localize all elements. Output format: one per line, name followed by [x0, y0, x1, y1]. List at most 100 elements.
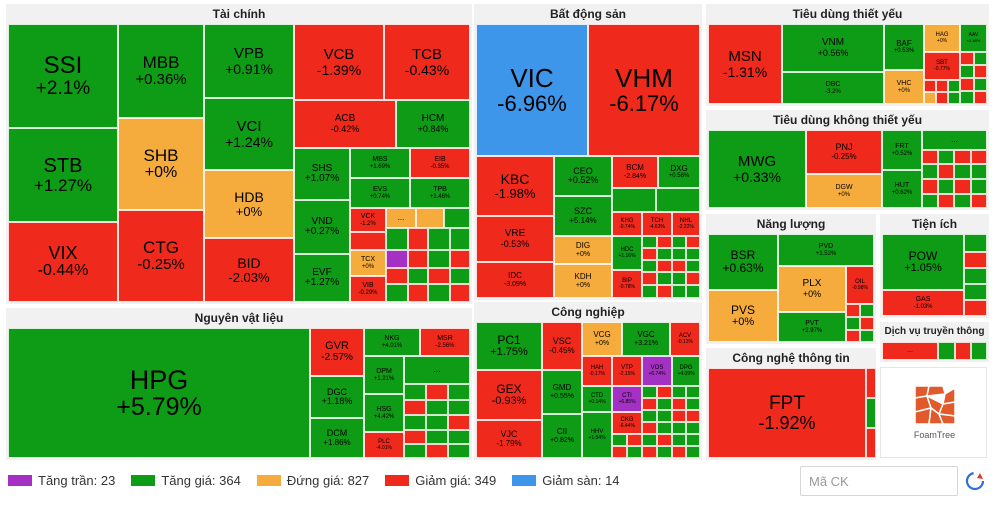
small-tile[interactable]	[408, 284, 428, 302]
small-tile[interactable]	[450, 250, 470, 268]
stock-tile[interactable]: BSR +0.63%	[708, 234, 778, 290]
stock-tile[interactable]: KDH +0%	[554, 264, 612, 298]
small-tile[interactable]	[612, 188, 656, 212]
small-tile[interactable]	[428, 268, 450, 284]
stock-tile[interactable]: KHG -0.74%	[612, 212, 642, 236]
small-tile[interactable]	[846, 317, 860, 330]
small-tile[interactable]	[672, 236, 686, 248]
small-tile[interactable]	[672, 434, 686, 446]
stock-tile[interactable]: VCB -1.39%	[294, 24, 384, 100]
small-tile[interactable]	[642, 236, 657, 248]
small-tile[interactable]	[860, 317, 874, 330]
stock-tile[interactable]: EIB -0.35%	[410, 148, 470, 178]
small-tile[interactable]	[938, 194, 954, 208]
small-tile[interactable]	[657, 285, 672, 298]
stock-tile[interactable]: EVS +0.74%	[350, 178, 410, 208]
stock-tile[interactable]: NKG +4.01%	[364, 328, 420, 356]
small-tile[interactable]	[657, 260, 672, 272]
stock-tile[interactable]: TCH -4.63%	[642, 212, 672, 236]
small-tile[interactable]	[922, 179, 938, 194]
stock-tile[interactable]: CKG -6.44%	[612, 412, 642, 434]
small-tile[interactable]	[686, 236, 700, 248]
small-tile[interactable]	[954, 164, 971, 179]
stock-tile[interactable]: DGW +0%	[806, 174, 882, 208]
small-tile[interactable]	[404, 384, 426, 400]
small-tile[interactable]	[860, 304, 874, 317]
small-tile[interactable]	[866, 398, 876, 428]
small-tile[interactable]	[657, 248, 672, 260]
small-tile[interactable]	[974, 78, 987, 91]
small-tile[interactable]	[686, 398, 700, 410]
stock-tile[interactable]: HDC +1.16%	[612, 236, 642, 270]
small-tile[interactable]	[974, 65, 987, 78]
stock-tile[interactable]: VSC -0.45%	[542, 322, 582, 370]
small-tile[interactable]	[938, 179, 954, 194]
stock-tile[interactable]: DPG +4.09%	[672, 356, 700, 386]
stock-tile[interactable]: NHL -2.22%	[672, 212, 700, 236]
stock-tile[interactable]: GEX -0.93%	[476, 370, 542, 420]
small-tile[interactable]	[657, 446, 672, 458]
small-tile[interactable]	[416, 208, 444, 228]
small-tile[interactable]	[960, 65, 974, 78]
small-tile[interactable]	[428, 228, 450, 250]
small-tile[interactable]	[448, 430, 470, 444]
stock-tile[interactable]: IDC -3.09%	[476, 262, 554, 298]
small-tile[interactable]	[866, 368, 876, 398]
small-tile[interactable]	[642, 434, 657, 446]
small-tile[interactable]	[426, 444, 448, 458]
stock-tile[interactable]: PVS +0%	[708, 290, 778, 342]
small-tile[interactable]	[686, 410, 700, 422]
stock-tile[interactable]: VIC -6.96%	[476, 24, 588, 156]
stock-tile[interactable]: OIL -0.98%	[846, 266, 874, 304]
small-tile[interactable]	[642, 398, 657, 410]
stock-tile[interactable]: GAS -1.03%	[882, 290, 964, 316]
small-tile[interactable]	[971, 150, 987, 164]
small-tile[interactable]	[657, 410, 672, 422]
small-tile[interactable]	[612, 446, 627, 458]
small-tile[interactable]	[924, 92, 936, 104]
small-tile[interactable]	[657, 398, 672, 410]
small-tile[interactable]	[672, 260, 686, 272]
stock-tile[interactable]: SBT -0.77%	[924, 52, 960, 80]
stock-tile[interactable]: HHV +1.54%	[582, 412, 612, 458]
stock-tile[interactable]: PNJ -0.25%	[806, 130, 882, 174]
stock-tile[interactable]: CTG -0.25%	[118, 210, 204, 302]
small-tile[interactable]	[450, 284, 470, 302]
small-tile[interactable]	[428, 250, 450, 268]
stock-tile[interactable]: EVF +1.27%	[294, 254, 350, 302]
stock-tile[interactable]: VHM -6.17%	[588, 24, 700, 156]
small-tile[interactable]	[642, 386, 657, 398]
small-tile[interactable]	[426, 400, 448, 415]
stock-tile[interactable]: STB +1.27%	[8, 128, 118, 222]
small-tile[interactable]	[964, 284, 987, 300]
stock-tile[interactable]: ACV -0.13%	[670, 322, 700, 356]
small-tile[interactable]	[350, 232, 386, 250]
stock-tile[interactable]: PVT +2.97%	[778, 312, 846, 342]
stock-tile[interactable]: VHC +0%	[884, 70, 924, 104]
stock-tile[interactable]: DGC +1.18%	[310, 376, 364, 418]
stock-tile[interactable]: GVR -2.57%	[310, 328, 364, 376]
stock-tile[interactable]: FPT -1.92%	[708, 368, 866, 458]
small-tile[interactable]	[428, 284, 450, 302]
small-tile[interactable]	[922, 150, 938, 164]
stock-tile[interactable]: TCB -0.43%	[384, 24, 470, 100]
small-tile[interactable]	[960, 52, 974, 65]
small-tile[interactable]	[974, 52, 987, 65]
small-tile[interactable]	[938, 150, 954, 164]
small-tile[interactable]	[955, 342, 971, 360]
small-tile[interactable]	[672, 410, 686, 422]
small-tile[interactable]	[386, 228, 408, 250]
small-tile[interactable]	[672, 446, 686, 458]
small-tile[interactable]	[936, 80, 948, 92]
stock-tile[interactable]: CTI +6.85%	[612, 386, 642, 412]
stock-tile[interactable]: VCI +1.24%	[204, 98, 294, 170]
stock-tile[interactable]: TPB +1.46%	[410, 178, 470, 208]
stock-tile[interactable]: AAV +2.48%	[960, 24, 987, 52]
small-tile[interactable]	[386, 250, 408, 268]
small-tile[interactable]	[954, 150, 971, 164]
stock-tile[interactable]: MBS +1.69%	[350, 148, 410, 178]
small-tile[interactable]	[846, 304, 860, 317]
stock-tile[interactable]: HCM +0.84%	[396, 100, 470, 148]
small-tile[interactable]	[386, 284, 408, 302]
small-tile[interactable]	[657, 422, 672, 434]
